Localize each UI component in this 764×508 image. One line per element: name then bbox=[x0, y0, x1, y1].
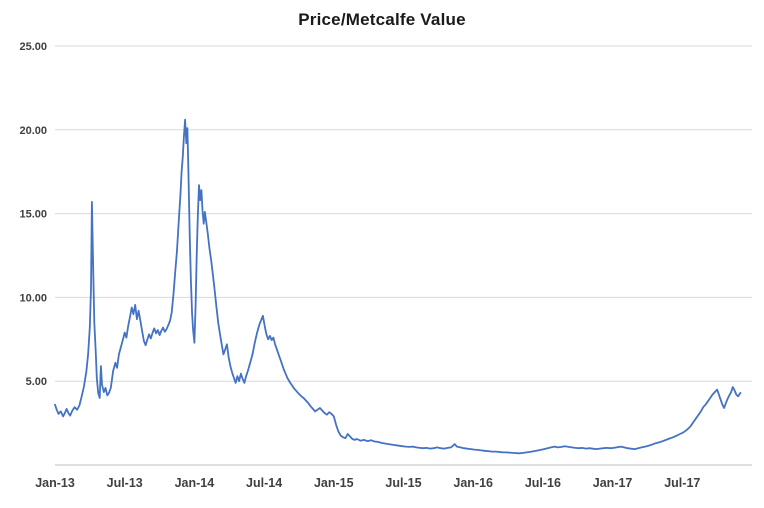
x-tick-label: Jul-16 bbox=[525, 476, 561, 490]
y-tick-label: 25.00 bbox=[19, 41, 47, 53]
chart-title: Price/Metcalfe Value bbox=[298, 10, 466, 29]
x-tick-label: Jan-15 bbox=[314, 476, 354, 490]
y-tick-label: 5.00 bbox=[26, 376, 47, 388]
x-axis-labels: Jan-13 Jul-13 Jan-14 Jul-14 Jan-15 Jul-15 Jan-… bbox=[35, 476, 700, 490]
gridlines bbox=[55, 45, 752, 466]
y-tick-label: 15.00 bbox=[19, 209, 47, 221]
y-tick-label: 20.00 bbox=[19, 125, 47, 137]
x-tick-label: Jan-14 bbox=[175, 476, 215, 490]
x-tick-label: Jul-13 bbox=[107, 476, 143, 490]
x-tick-label: Jan-13 bbox=[35, 476, 75, 490]
price-metcalfe-series-line bbox=[54, 118, 742, 455]
x-tick-label: Jan-17 bbox=[593, 476, 633, 490]
y-tick-label: 10.00 bbox=[19, 292, 47, 304]
x-tick-label: Jan-16 bbox=[453, 476, 493, 490]
x-tick-label: Jul-15 bbox=[385, 476, 421, 490]
series-group bbox=[54, 118, 742, 455]
x-tick-label: Jul-14 bbox=[246, 476, 282, 490]
y-axis-labels: 5.00 10.00 15.00 20.00 25.00 bbox=[19, 41, 47, 388]
x-tick-label: Jul-17 bbox=[664, 476, 700, 490]
